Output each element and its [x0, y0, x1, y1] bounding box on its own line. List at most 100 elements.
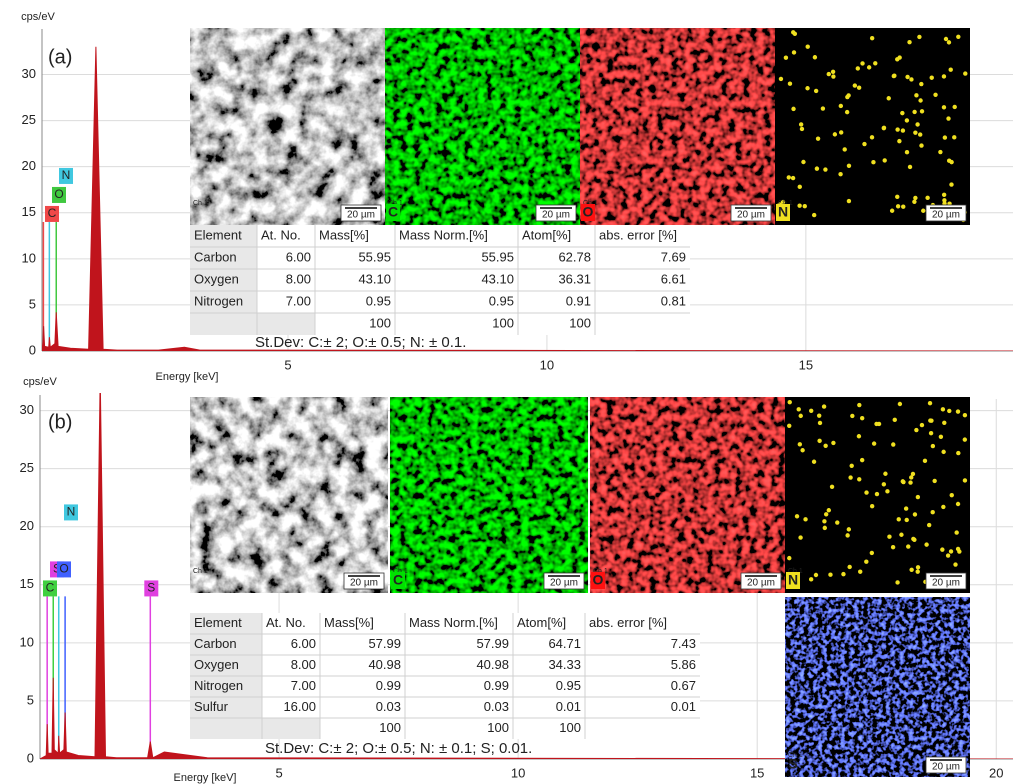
table-cell: 0.81	[661, 293, 686, 308]
scale-bar-label: 20 µm	[350, 578, 378, 589]
map-image	[190, 28, 385, 225]
scale-bar-label: 20 µm	[542, 210, 570, 221]
x-tick-label: 10	[540, 357, 554, 372]
map-dot	[949, 68, 953, 72]
map-dot	[860, 458, 864, 462]
map-dot	[845, 533, 849, 537]
table-cell: Nitrogen	[194, 678, 243, 693]
table-total-row	[190, 313, 315, 335]
map-dot	[916, 569, 920, 573]
scale-bar-label: 20 µm	[932, 210, 960, 221]
peak-label: N	[67, 505, 76, 519]
map-dot	[897, 55, 901, 59]
map-dot	[963, 413, 967, 417]
map-element-label: N	[788, 572, 798, 588]
map-dot	[942, 193, 946, 197]
table-cell: 55.95	[481, 249, 514, 264]
map-dot	[798, 185, 802, 189]
map-dot	[800, 448, 804, 452]
map-dot	[954, 530, 958, 534]
table-cell: 57.99	[476, 636, 509, 651]
map-dot	[953, 105, 957, 109]
map-dot	[870, 551, 874, 555]
map-dot	[814, 573, 818, 577]
table-cell: Sulfur	[194, 699, 229, 714]
table-header: abs. error [%]	[589, 615, 667, 630]
map-dot	[816, 136, 820, 140]
map-dot	[860, 416, 864, 420]
map-dot	[845, 95, 849, 99]
map-dot	[929, 418, 933, 422]
map-image	[190, 397, 388, 593]
map-dot	[901, 479, 905, 483]
map-dot	[899, 533, 903, 537]
map-dot	[845, 110, 849, 114]
table-cell: 100	[369, 315, 391, 330]
map-dot	[952, 135, 956, 139]
map-dot	[924, 542, 928, 546]
map-dot	[956, 502, 960, 506]
map-dot	[905, 118, 909, 122]
y-tick-label: 30	[20, 402, 34, 417]
map-dot	[949, 549, 953, 553]
scale-bar-label: 20 µm	[737, 210, 765, 221]
map-dot	[803, 517, 807, 521]
map-dot	[818, 421, 822, 425]
map-dot	[839, 130, 843, 134]
map-dot	[823, 167, 827, 171]
page: EDS spectra with elemental maps {"chart_…	[0, 0, 1014, 784]
table-cell: 100	[487, 720, 509, 735]
map-dot	[847, 164, 851, 168]
table-cell: 55.95	[358, 249, 391, 264]
map-dot	[860, 61, 864, 65]
map-dot	[864, 560, 868, 564]
table-cell: 6.61	[661, 271, 686, 286]
map-dot	[798, 535, 802, 539]
map-dot	[853, 83, 857, 87]
scale-bar-label: 20 µm	[932, 762, 960, 773]
x-axis-label: Energy [keV]	[156, 371, 219, 383]
table-cell: 0.03	[484, 699, 509, 714]
map-dot	[791, 107, 795, 111]
map-dot	[857, 477, 861, 481]
map-dot	[896, 204, 900, 208]
map-dot	[933, 93, 937, 97]
map-dot	[956, 409, 960, 413]
table-cell: 36.31	[558, 271, 591, 286]
map-dot	[920, 423, 924, 427]
map-dot	[905, 518, 909, 522]
map-dot	[925, 196, 929, 200]
table-cell: Oxygen	[194, 657, 239, 672]
map-dot	[787, 556, 791, 560]
map-dot	[817, 413, 821, 417]
map-element-label: N	[778, 204, 788, 220]
map-dot	[898, 402, 902, 406]
peak-label: C	[46, 581, 55, 595]
scale-bar-label: 20 µm	[347, 210, 375, 221]
map-dot	[850, 414, 854, 418]
x-tick-label: 20	[989, 765, 1003, 780]
table-cell: 7.00	[286, 293, 311, 308]
map-image	[385, 28, 580, 225]
table-cell: 7.43	[671, 636, 696, 651]
map-image	[390, 397, 588, 593]
map-dot	[857, 403, 861, 407]
map-dot	[906, 544, 910, 548]
page-body: 05101520253051015cps/eVEnergy [keV]CON(a…	[0, 0, 1014, 784]
map-image	[590, 397, 785, 593]
map-dot	[805, 86, 809, 90]
map-dot	[913, 512, 917, 516]
table-cell: 16.00	[283, 699, 316, 714]
y-tick-label: 0	[27, 750, 34, 765]
table-cell: 0.01	[556, 699, 581, 714]
table-cell: 0.91	[566, 293, 591, 308]
map-dot	[944, 37, 948, 41]
map-dot	[795, 514, 799, 518]
table-total-row	[190, 718, 320, 739]
map-dot	[821, 106, 825, 110]
map-dot	[787, 175, 791, 179]
table-header: Atom[%]	[522, 227, 571, 242]
table-cell: 40.98	[368, 657, 401, 672]
table-cell: 0.99	[484, 678, 509, 693]
map-dot	[919, 143, 923, 147]
